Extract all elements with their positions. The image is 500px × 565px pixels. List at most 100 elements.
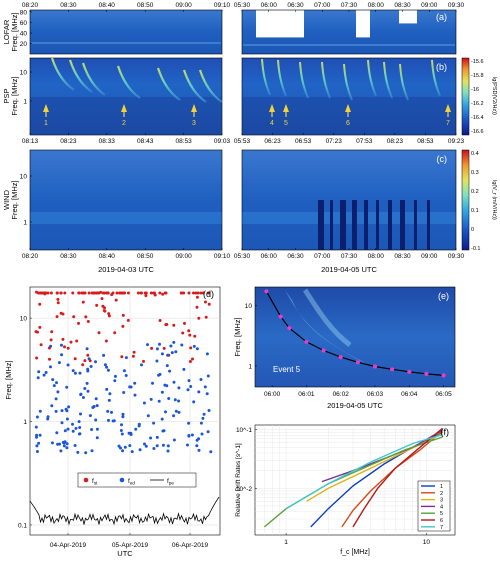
f-ed-point	[87, 357, 91, 361]
f-ed-point	[173, 398, 177, 402]
psp-burst-right	[343, 63, 353, 101]
f-ed-point	[119, 429, 123, 432]
panel-a-top-tick-left-label: 09:00	[175, 2, 192, 9]
f-ed-point	[199, 421, 203, 425]
f-ed-point	[180, 343, 184, 347]
f-ed-point	[107, 418, 110, 422]
f-ed-point	[201, 416, 205, 420]
f-st-point	[189, 346, 193, 350]
panel-c-bottom-tick-left-label: 08:50	[137, 253, 154, 260]
f-st-point	[153, 291, 156, 295]
f-ed-point	[76, 450, 80, 454]
panel-a-ytick-label: 60	[20, 20, 28, 27]
f-ed-point	[155, 347, 159, 351]
f-ed-point	[90, 428, 94, 431]
panel-a-label: (a)	[436, 12, 447, 22]
f-ed-point	[60, 343, 63, 347]
psp-burst-left	[156, 67, 181, 101]
wind-data-gap-bar	[352, 200, 357, 250]
f-ed-point	[90, 449, 94, 453]
f-ed-point	[170, 351, 174, 355]
f-st-point	[188, 360, 192, 363]
wind-data-gap-bar	[340, 200, 346, 250]
f-st-point	[91, 291, 95, 295]
f-ed-point	[138, 448, 142, 452]
f-st-point	[77, 321, 80, 325]
psp-colorbar-tick: -16.2	[471, 101, 484, 107]
f-st-point	[84, 315, 88, 319]
panel-a-top-tick-right-label: 05:30	[234, 2, 251, 9]
f-ed-point	[73, 444, 77, 447]
f-st-point	[179, 291, 183, 295]
f-ed-point	[37, 441, 41, 445]
wind-data-gap-bar	[318, 200, 324, 250]
f-ed-point	[130, 450, 134, 454]
f-ed-point	[199, 378, 203, 381]
psp-burst-right	[383, 61, 393, 99]
panel-a-top-tick-right-label: 06:00	[261, 2, 278, 9]
panel-a-top-tick-left-label: 08:50	[137, 2, 154, 9]
f-ed-point	[186, 443, 189, 447]
f-ed-point	[60, 353, 64, 357]
wind-data-gap-bar	[376, 200, 379, 250]
panel-c-xlabel-right: 2019-04-05 UTC	[321, 265, 377, 274]
f-st-point	[34, 330, 38, 334]
f-ed-point	[111, 419, 115, 423]
f-ed-point	[205, 392, 209, 396]
f-ed-point	[113, 379, 117, 383]
f-ed-point	[61, 440, 65, 444]
f-st-point	[48, 357, 51, 361]
f-ed-point	[167, 397, 171, 400]
f-ed-point	[192, 400, 196, 404]
f-ed-point	[151, 381, 154, 385]
f-st-point	[187, 291, 191, 295]
drift-rate-series-2	[341, 430, 443, 528]
legend-f-ed-marker	[119, 477, 125, 483]
f-st-point	[75, 339, 79, 343]
f-ed-point	[128, 444, 132, 448]
f-st-point	[99, 290, 103, 294]
f-st-point	[196, 291, 200, 295]
f-ed-point	[129, 431, 133, 435]
panel-e-xtick-label: 06:03	[367, 391, 384, 398]
f-ed-point	[94, 397, 98, 401]
wind-colorbar-label: lg(V_r (m/V/Hz))	[491, 180, 497, 220]
f-ed-point	[60, 409, 64, 413]
f-st-point	[83, 359, 87, 363]
f-st-point	[77, 291, 81, 295]
f-ed-point	[133, 381, 137, 385]
f-st-point	[158, 291, 162, 295]
f-ed-point	[34, 425, 38, 429]
f-ed-point	[158, 342, 161, 346]
f-ed-point	[187, 421, 191, 425]
psp-right-spectrogram	[241, 57, 457, 136]
event-marker-label: 7	[446, 120, 450, 127]
f-ed-point	[189, 385, 193, 388]
event-marker-label: 2	[122, 120, 126, 127]
event5-fit-point	[355, 360, 360, 365]
f-ed-point	[63, 429, 67, 433]
f-st-point	[113, 331, 117, 335]
panel-e-xtick-label: 06:01	[298, 391, 315, 398]
panel-c-xlabel-left: 2019-04-03 UTC	[98, 265, 154, 274]
f-st-point	[55, 291, 59, 295]
f-st-point	[158, 319, 162, 322]
f-st-point	[131, 354, 135, 358]
f-ed-point	[195, 444, 199, 448]
f-ed-point	[152, 447, 156, 450]
f-ed-point	[108, 392, 112, 396]
f-ed-point	[94, 360, 97, 364]
f-ed-point	[65, 409, 69, 413]
psp-left-lowband	[30, 97, 222, 135]
f-ed-point	[140, 363, 143, 367]
drift-rate-series-6	[352, 427, 443, 528]
wind-colorbar-tick: 0.1	[471, 208, 479, 214]
event-marker-arrow	[269, 104, 275, 112]
panel-a-top-tick-left-label: 08:20	[22, 2, 39, 9]
f-ed-point	[46, 417, 50, 421]
f-ed-point	[71, 369, 75, 373]
panel-a-top-tick-left-label: 08:40	[99, 2, 116, 9]
f-ed-point	[120, 432, 124, 436]
wind-data-gap-bar	[388, 200, 392, 250]
f-st-point	[197, 316, 201, 320]
